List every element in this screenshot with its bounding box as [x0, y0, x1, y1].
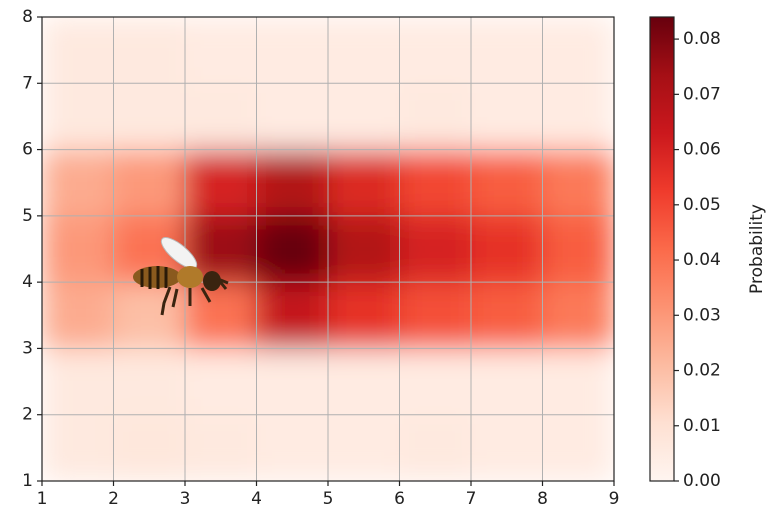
colorbar-label: Probability	[747, 204, 766, 294]
heat-cell	[114, 282, 186, 349]
heat-cell	[471, 83, 543, 150]
heat-cell	[328, 216, 400, 283]
y-tick-label: 2	[22, 405, 33, 425]
colorbar-tick-label: 0.04	[683, 250, 721, 270]
heat-cell	[185, 282, 257, 349]
heat-cell	[328, 282, 400, 349]
x-tick-label: 9	[609, 489, 620, 509]
heat-cell	[543, 216, 615, 283]
heat-cell	[114, 83, 186, 150]
heat-cell	[257, 415, 329, 482]
heat-cell	[257, 348, 329, 415]
heat-cell	[114, 150, 186, 217]
x-tick-label: 2	[108, 489, 119, 509]
bee-thorax	[177, 266, 203, 288]
y-tick-label: 8	[22, 7, 33, 27]
heat-cell	[400, 282, 472, 349]
heat-cell	[328, 348, 400, 415]
heat-cell	[543, 415, 615, 482]
heat-cell	[471, 216, 543, 283]
heat-cell	[543, 282, 615, 349]
heat-cell	[185, 348, 257, 415]
x-tick-label: 6	[394, 489, 405, 509]
heat-cell	[543, 83, 615, 150]
heat-cell	[400, 415, 472, 482]
heat-cell	[42, 348, 114, 415]
colorbar-tick-label: 0.02	[683, 361, 721, 381]
heat-cell	[400, 83, 472, 150]
colorbar-tick-label: 0.01	[683, 416, 721, 436]
heat-cell	[471, 348, 543, 415]
y-tick-label: 5	[22, 206, 33, 226]
x-tick-label: 7	[466, 489, 477, 509]
heat-cell	[257, 282, 329, 349]
heat-cell	[42, 83, 114, 150]
heat-cell	[257, 150, 329, 217]
heat-cell	[42, 150, 114, 217]
heat-cell	[185, 415, 257, 482]
heat-cell	[185, 17, 257, 84]
heat-cell	[543, 17, 615, 84]
heat-cell	[257, 17, 329, 84]
heat-cell	[42, 17, 114, 84]
x-tick-label: 1	[37, 489, 48, 509]
heat-cell	[400, 150, 472, 217]
colorbar-tick-label: 0.05	[683, 195, 721, 215]
colorbar-tick-label: 0.08	[683, 29, 721, 49]
heat-cell	[42, 282, 114, 349]
x-tick-label: 5	[323, 489, 334, 509]
y-tick-label: 3	[22, 338, 33, 358]
x-tick-label: 8	[537, 489, 548, 509]
y-tick-label: 1	[22, 471, 33, 491]
heat-cell	[42, 415, 114, 482]
heat-cell	[543, 150, 615, 217]
y-tick-label: 4	[22, 272, 33, 292]
heat-cell	[471, 150, 543, 217]
heat-cell	[328, 83, 400, 150]
heat-cell	[328, 17, 400, 84]
colorbar-tick-label: 0.03	[683, 305, 721, 325]
x-tick-label: 3	[180, 489, 191, 509]
colorbar-tick-label: 0.00	[683, 471, 721, 491]
heat-cell	[328, 150, 400, 217]
heat-cell	[328, 415, 400, 482]
heat-cell	[471, 17, 543, 84]
x-tick-label: 4	[251, 489, 262, 509]
heat-cell	[257, 83, 329, 150]
chart: Probability 1 2 3 4 5 6 7 8 9 1 2 3 4 5 6 7 8 0.00 0.01 0.0…	[0, 0, 766, 515]
y-tick-label: 6	[22, 140, 33, 160]
heat-cell	[400, 348, 472, 415]
heat-cell	[471, 282, 543, 349]
heat-cell	[257, 216, 329, 283]
heat-cell	[471, 415, 543, 482]
heat-cell	[400, 17, 472, 84]
heat-cell	[400, 216, 472, 283]
heat-cell	[114, 415, 186, 482]
heat-cell	[543, 348, 615, 415]
colorbar	[650, 17, 674, 481]
heat-cell	[114, 348, 186, 415]
heat-cell	[185, 83, 257, 150]
colorbar-tick-label: 0.06	[683, 140, 721, 160]
heat-cell	[114, 17, 186, 84]
heat-cell	[42, 216, 114, 283]
y-tick-label: 7	[22, 73, 33, 93]
colorbar-tick-label: 0.07	[683, 84, 721, 104]
heat-cell	[185, 150, 257, 217]
